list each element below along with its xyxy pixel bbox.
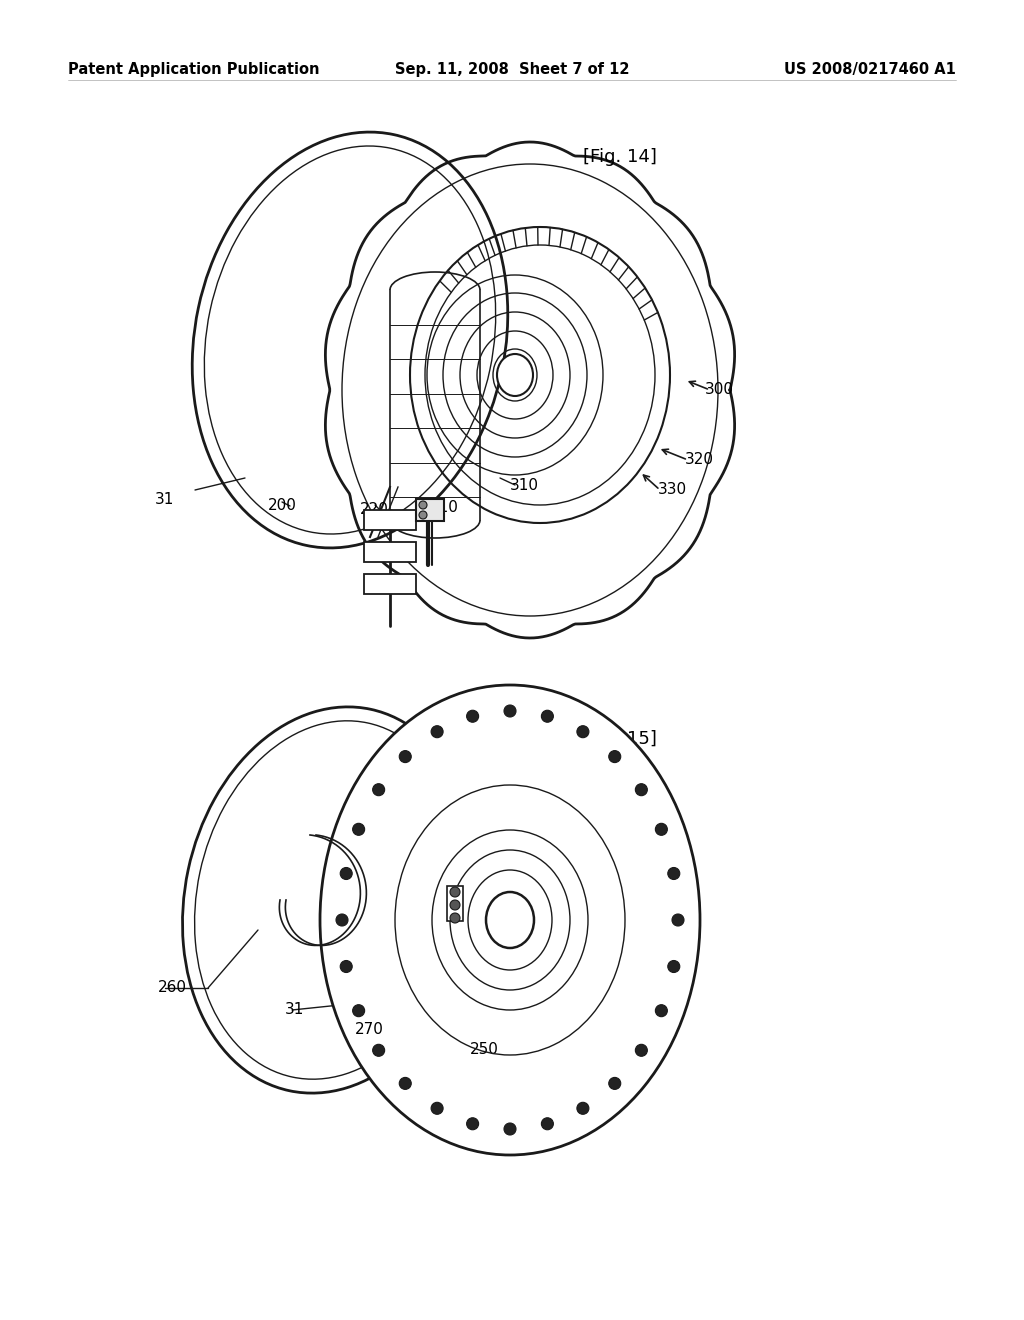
Text: 270: 270 — [355, 1023, 384, 1038]
Ellipse shape — [373, 1044, 385, 1056]
Ellipse shape — [467, 710, 478, 722]
Text: 31: 31 — [155, 492, 174, 507]
Text: 260: 260 — [158, 981, 187, 995]
Text: 220: 220 — [360, 503, 389, 517]
Ellipse shape — [635, 1044, 647, 1056]
Ellipse shape — [450, 913, 460, 923]
Ellipse shape — [542, 1118, 553, 1130]
Text: 250: 250 — [470, 1043, 499, 1057]
Text: 210: 210 — [430, 500, 459, 516]
Ellipse shape — [668, 961, 680, 973]
Ellipse shape — [504, 1123, 516, 1135]
Text: 300: 300 — [705, 383, 734, 397]
Ellipse shape — [373, 784, 385, 796]
Ellipse shape — [399, 751, 412, 763]
Ellipse shape — [467, 1118, 478, 1130]
Ellipse shape — [419, 502, 427, 510]
Ellipse shape — [431, 1102, 443, 1114]
Ellipse shape — [608, 1077, 621, 1089]
Ellipse shape — [672, 913, 684, 927]
Ellipse shape — [655, 1005, 668, 1016]
Ellipse shape — [419, 511, 427, 519]
Text: Patent Application Publication: Patent Application Publication — [68, 62, 319, 77]
Text: 320: 320 — [685, 453, 714, 467]
FancyBboxPatch shape — [364, 574, 416, 594]
Text: [Fig. 14]: [Fig. 14] — [583, 148, 657, 166]
Ellipse shape — [450, 900, 460, 909]
Text: 330: 330 — [658, 483, 687, 498]
Text: 310: 310 — [510, 478, 539, 492]
Ellipse shape — [399, 1077, 412, 1089]
Ellipse shape — [608, 751, 621, 763]
FancyBboxPatch shape — [447, 886, 463, 921]
Ellipse shape — [668, 867, 680, 879]
Ellipse shape — [635, 784, 647, 796]
Ellipse shape — [542, 710, 553, 722]
FancyBboxPatch shape — [364, 543, 416, 562]
FancyBboxPatch shape — [364, 510, 416, 531]
Text: US 2008/0217460 A1: US 2008/0217460 A1 — [784, 62, 956, 77]
Text: [Fig. 15]: [Fig. 15] — [583, 730, 657, 748]
Ellipse shape — [336, 913, 348, 927]
Ellipse shape — [319, 685, 700, 1155]
Ellipse shape — [340, 867, 352, 879]
Ellipse shape — [486, 892, 534, 948]
Ellipse shape — [655, 824, 668, 836]
Text: 31: 31 — [285, 1002, 304, 1018]
Ellipse shape — [497, 354, 534, 396]
Text: 200: 200 — [268, 499, 297, 513]
Ellipse shape — [352, 1005, 365, 1016]
FancyBboxPatch shape — [416, 499, 444, 521]
Ellipse shape — [431, 726, 443, 738]
Ellipse shape — [450, 887, 460, 898]
Ellipse shape — [504, 705, 516, 717]
Ellipse shape — [352, 824, 365, 836]
Text: Sep. 11, 2008  Sheet 7 of 12: Sep. 11, 2008 Sheet 7 of 12 — [394, 62, 630, 77]
Ellipse shape — [577, 726, 589, 738]
Ellipse shape — [340, 961, 352, 973]
Ellipse shape — [577, 1102, 589, 1114]
